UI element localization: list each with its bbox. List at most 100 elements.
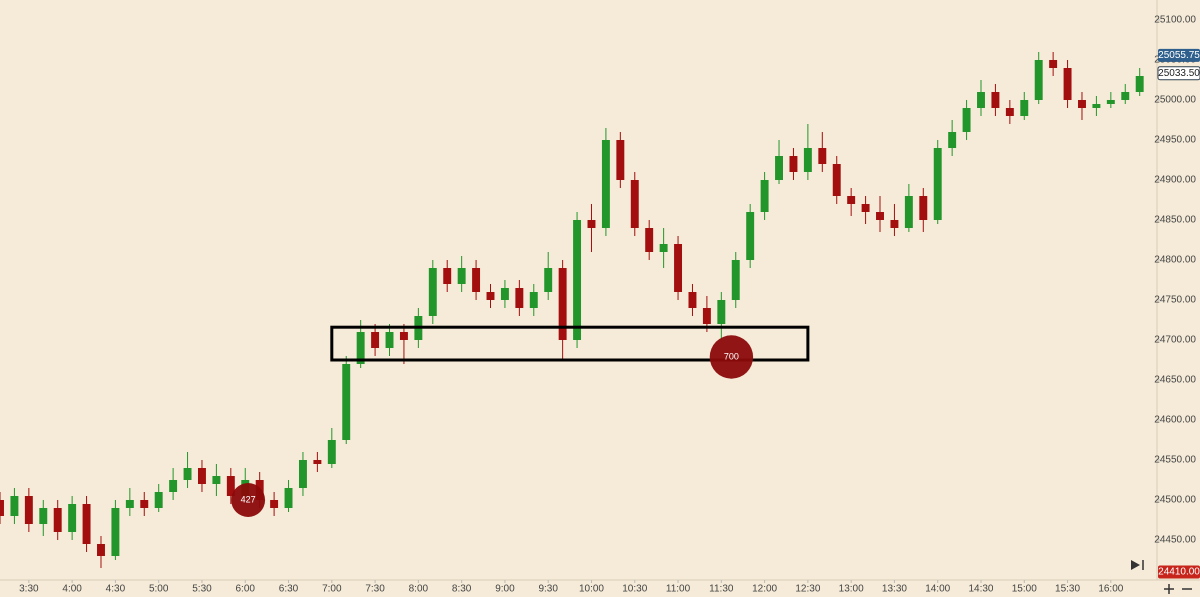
x-tick-label: 13:00: [839, 584, 864, 595]
candle-body: [486, 292, 495, 300]
candle-body: [919, 196, 928, 220]
y-tick-label: 25000.00: [1154, 95, 1196, 106]
candle-body: [10, 496, 19, 516]
price-tag: [1158, 565, 1200, 579]
candle-body: [616, 140, 625, 180]
candle-body: [674, 244, 683, 292]
x-tick-label: 12:30: [795, 584, 820, 595]
x-tick-label: 8:30: [452, 584, 472, 595]
candle-body: [558, 268, 567, 340]
price-tag-label: 24410.00: [1158, 567, 1200, 578]
candle-body: [284, 488, 293, 508]
candle-body: [1121, 92, 1130, 100]
candle-body: [327, 440, 336, 464]
candle-body: [876, 212, 884, 220]
x-tick-label: 11:00: [666, 584, 691, 595]
x-tick-label: 14:30: [968, 584, 993, 595]
candle-body: [601, 140, 610, 228]
volume-bubble: [231, 483, 266, 517]
candle-body: [832, 164, 841, 196]
candle-body: [371, 332, 380, 348]
x-tick-label: 13:30: [882, 584, 907, 595]
x-tick-label: 3:30: [19, 584, 39, 595]
candle-body: [0, 500, 4, 516]
bubble-label: 700: [724, 351, 739, 361]
bubble-label: 427: [241, 494, 256, 504]
candle-body: [861, 204, 870, 212]
candle-body: [298, 460, 307, 488]
candle-body: [645, 228, 654, 252]
candle-body: [1135, 76, 1144, 92]
candle-body: [385, 332, 394, 348]
x-tick-label: 8:00: [409, 584, 429, 595]
candle-body: [1049, 60, 1058, 68]
candle-body: [962, 108, 971, 132]
x-tick-label: 4:30: [106, 584, 126, 595]
candle-body: [68, 504, 77, 532]
candle-body: [573, 220, 582, 340]
candle-body: [111, 508, 120, 556]
candle-body: [313, 460, 322, 464]
x-tick-label: 5:00: [149, 584, 169, 595]
candle-body: [587, 220, 596, 228]
x-tick-label: 14:00: [925, 584, 950, 595]
x-tick-label: 4:00: [62, 584, 82, 595]
candle-body: [515, 288, 524, 308]
x-tick-label: 5:30: [192, 584, 212, 595]
candle-body: [472, 268, 481, 292]
candle-body: [529, 292, 538, 308]
x-tick-label: 10:30: [622, 584, 647, 595]
x-tick-label: 16:00: [1098, 584, 1123, 595]
candle-body: [1034, 60, 1043, 100]
candle-body: [1020, 100, 1029, 116]
candle-body: [977, 92, 985, 108]
volume-bubble: [709, 335, 754, 379]
y-tick-label: 24650.00: [1154, 375, 1196, 386]
candle-body: [717, 300, 726, 324]
y-tick-label: 24750.00: [1154, 295, 1196, 306]
y-tick-label: 24900.00: [1154, 175, 1196, 186]
x-tick-label: 7:30: [365, 584, 385, 595]
candle-body: [847, 196, 856, 204]
candle-body: [125, 500, 134, 508]
candle-body: [746, 212, 755, 260]
candle-body: [775, 156, 783, 180]
y-tick-label: 24950.00: [1154, 135, 1196, 146]
candle-body: [226, 476, 235, 496]
candle-body: [97, 544, 105, 556]
candle-body: [212, 476, 221, 484]
candle-body: [39, 508, 48, 524]
y-tick-label: 24450.00: [1154, 535, 1196, 546]
candle-body: [544, 268, 553, 292]
candle-body: [342, 364, 351, 440]
candle-body: [904, 196, 913, 228]
candle-body: [933, 148, 942, 220]
price-tag: [1158, 48, 1200, 62]
scroll-end-button[interactable]: [1131, 560, 1144, 570]
x-tick-label: 9:30: [538, 584, 558, 595]
candle-body: [688, 292, 697, 308]
candle-body: [760, 180, 769, 212]
candle-body: [630, 180, 639, 228]
candle-body: [991, 92, 1000, 108]
y-tick-label: 25100.00: [1154, 15, 1196, 26]
candle-body: [789, 156, 798, 172]
candle-body: [1106, 100, 1115, 104]
candle-body: [82, 504, 91, 544]
x-tick-label: 11:30: [709, 584, 734, 595]
y-tick-label: 24600.00: [1154, 415, 1196, 426]
candle-body: [53, 508, 62, 532]
x-tick-label: 7:00: [322, 584, 342, 595]
candle-body: [198, 468, 206, 484]
candle-body: [428, 268, 437, 316]
candle-body: [24, 496, 33, 524]
candle-body: [443, 268, 452, 284]
x-tick-label: 9:00: [495, 584, 515, 595]
candle-body: [183, 468, 192, 480]
candle-body: [1005, 108, 1014, 116]
x-tick-label: 15:00: [1012, 584, 1037, 595]
zoom-in-button[interactable]: [1164, 584, 1174, 594]
zone-box: [330, 325, 810, 362]
